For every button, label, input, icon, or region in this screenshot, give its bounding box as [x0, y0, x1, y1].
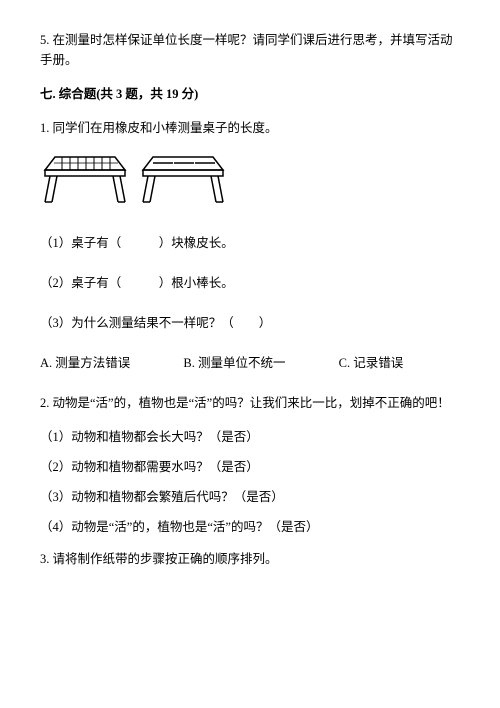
- choice-b: B. 测量单位不统一: [183, 353, 285, 373]
- q7-1-choices: A. 测量方法错误 B. 测量单位不统一 C. 记录错误: [40, 353, 460, 373]
- question-5: 5. 在测量时怎样保证单位长度一样呢？请同学们课后进行思考，并填写活动手册。: [40, 30, 460, 70]
- section-7-title: 七. 综合题(共 3 题，共 19 分): [40, 84, 460, 104]
- q7-1-stem: 1. 同学们在用橡皮和小棒测量桌子的长度。: [40, 118, 460, 138]
- q7-3-stem: 3. 请将制作纸带的步骤按正确的顺序排列。: [40, 549, 460, 569]
- q7-2-sub2: （2）动物和植物都需要水吗？（是否）: [40, 457, 460, 477]
- table-with-erasers-icon: [40, 152, 135, 213]
- q7-1-sub1: （1）桌子有（ ）块橡皮长。: [40, 233, 460, 253]
- page-content: 5. 在测量时怎样保证单位长度一样呢？请同学们课后进行思考，并填写活动手册。 七…: [0, 0, 500, 569]
- q7-2-sub1: （1）动物和植物都会长大吗？（是否）: [40, 427, 460, 447]
- q7-1-sub3: （3）为什么测量结果不一样呢？（ ）: [40, 313, 460, 333]
- q7-2-sub4: （4）动物是“活”的，植物也是“活”的吗？（是否）: [40, 517, 460, 537]
- choice-c: C. 记录错误: [339, 353, 404, 373]
- q7-1-sub2: （2）桌子有（ ）根小棒长。: [40, 273, 460, 293]
- figure-tables: [40, 152, 460, 213]
- q7-2-stem: 2. 动物是“活”的，植物也是“活”的吗？让我们来比一比，划掉不正确的吧！: [40, 393, 460, 413]
- table-with-sticks-icon: [138, 152, 233, 213]
- choice-a: A. 测量方法错误: [40, 353, 130, 373]
- q7-2-sub3: （3）动物和植物都会繁殖后代吗？（是否）: [40, 487, 460, 507]
